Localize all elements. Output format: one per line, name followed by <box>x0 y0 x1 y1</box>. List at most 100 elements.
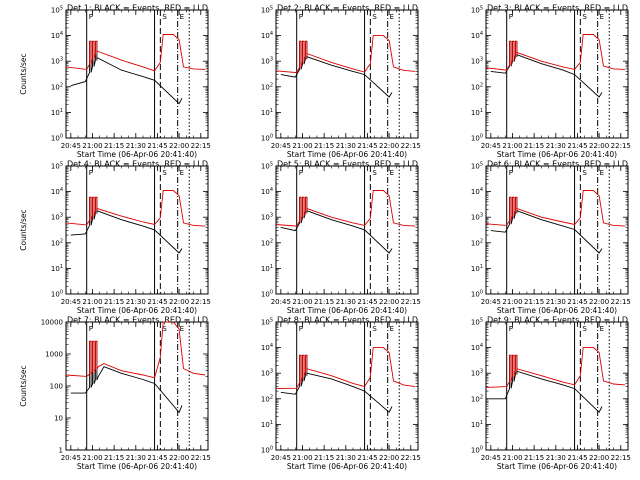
marker-letter: P <box>89 325 93 333</box>
x-tick-label: 22:15 <box>401 142 421 150</box>
marker-letter: S <box>162 169 167 177</box>
marker-letter: S <box>582 325 587 333</box>
marker-letter: E <box>180 13 184 21</box>
detector-chart-3: 100 101 102 103 104 105 20:45 21:00 21:15 21:30 21… <box>471 4 631 160</box>
y-tick-label: 1 <box>59 447 63 455</box>
x-tick-label: 21:30 <box>546 454 566 462</box>
y-tick-label: 10000 <box>41 319 63 327</box>
plot-frame <box>65 321 209 451</box>
x-tick-label: 21:30 <box>546 298 566 306</box>
x-tick-label: 21:15 <box>314 454 334 462</box>
x-tick-label: 21:15 <box>104 454 124 462</box>
events-series-line <box>70 196 183 254</box>
y-tick-label: 100 <box>471 446 483 455</box>
y-tick-label: 102 <box>51 82 63 91</box>
y-tick-label: 104 <box>471 343 483 352</box>
y-tick-label: 1000 <box>45 351 63 359</box>
marker-letter: S <box>372 325 377 333</box>
marker-letter: P <box>509 325 513 333</box>
plot-frame <box>275 9 419 139</box>
y-tick-label: 100 <box>51 290 63 299</box>
y-tick-label: 100 <box>471 134 483 143</box>
x-tick-label: 22:00 <box>169 142 189 150</box>
events-series-line <box>280 354 393 413</box>
y-tick-label: 102 <box>471 82 483 91</box>
x-tick-label: 21:45 <box>147 142 167 150</box>
events-series-line <box>490 196 603 254</box>
lld-series-line <box>275 190 416 227</box>
x-tick-label: 22:00 <box>379 454 399 462</box>
marker-letter: E <box>390 325 394 333</box>
x-tick-label: 22:15 <box>611 142 631 150</box>
events-series-line <box>70 340 183 414</box>
y-tick-label: 105 <box>261 6 273 15</box>
detector-chart-1: 100 101 102 103 104 105 20:45 21:00 21:15 21:30 21… <box>19 4 211 160</box>
x-tick-label: 22:00 <box>379 142 399 150</box>
marker-letter: E <box>390 13 394 21</box>
x-tick-label: 21:00 <box>502 142 522 150</box>
detector-chart-9: 100 101 102 103 104 105 20:45 21:00 21:15 21:30 21… <box>471 316 631 472</box>
y-tick-label: 103 <box>471 369 483 378</box>
x-tick-label: 20:45 <box>61 454 81 462</box>
y-tick-label: 101 <box>51 108 63 117</box>
plot-frame <box>275 165 419 295</box>
marker-letter: E <box>390 169 394 177</box>
y-tick-label: 104 <box>51 187 63 196</box>
marker-letter: E <box>180 169 184 177</box>
y-tick-label: 10 <box>54 415 63 423</box>
y-tick-label: 103 <box>51 57 63 66</box>
x-tick-label: 20:45 <box>481 298 501 306</box>
plot-frame <box>485 165 629 295</box>
x-axis-label: Start Time (06-Apr-06 20:41:40) <box>497 306 617 315</box>
plot-frame <box>65 165 209 295</box>
plot-frame <box>275 321 419 451</box>
x-tick-label: 21:15 <box>314 142 334 150</box>
lld-series-line <box>485 190 626 227</box>
x-tick-label: 22:15 <box>401 298 421 306</box>
y-tick-label: 103 <box>471 57 483 66</box>
x-tick-label: 22:15 <box>191 454 211 462</box>
x-tick-label: 21:15 <box>104 298 124 306</box>
x-tick-label: 21:00 <box>502 454 522 462</box>
x-tick-label: 21:00 <box>292 298 312 306</box>
y-tick-label: 104 <box>51 31 63 40</box>
lld-series-line <box>485 34 626 71</box>
x-tick-label: 21:45 <box>147 454 167 462</box>
x-tick-label: 21:30 <box>126 298 146 306</box>
marker-letter: S <box>162 13 167 21</box>
detector-chart-2: 100 101 102 103 104 105 20:45 21:00 21:15 21:30 21… <box>261 4 421 160</box>
y-tick-label: 104 <box>471 31 483 40</box>
y-axis-label: Counts/sec <box>19 365 28 406</box>
x-tick-label: 21:45 <box>567 454 587 462</box>
marker-letter: P <box>299 325 303 333</box>
y-tick-label: 101 <box>471 264 483 273</box>
x-tick-label: 21:45 <box>357 142 377 150</box>
y-tick-label: 103 <box>471 213 483 222</box>
lld-series-line <box>485 347 626 388</box>
x-tick-label: 21:15 <box>524 454 544 462</box>
marker-letter: P <box>509 13 513 21</box>
marker-letter: E <box>180 325 184 333</box>
x-tick-label: 20:45 <box>271 142 291 150</box>
detector-chart-5: 100 101 102 103 104 105 20:45 21:00 21:15 21:30 21… <box>261 160 421 316</box>
lld-series-line <box>275 35 416 74</box>
chart-title: Det 9: BLACK = Events, RED = LLD <box>487 316 628 325</box>
y-tick-label: 103 <box>261 213 273 222</box>
x-tick-label: 22:00 <box>379 298 399 306</box>
chart-title: Det 4: BLACK = Events, RED = LLD <box>67 160 208 169</box>
x-tick-label: 22:15 <box>611 298 631 306</box>
events-series-line <box>70 40 183 105</box>
detector-chart-7: 1 10 100 1000 10000 20:45 21:00 21:15 21:30 21:45… <box>19 316 211 472</box>
y-tick-label: 102 <box>261 82 273 91</box>
x-tick-label: 21:15 <box>524 298 544 306</box>
x-tick-label: 21:15 <box>104 142 124 150</box>
chart-title: Det 3: BLACK = Events, RED = LLD <box>487 4 628 13</box>
x-axis-label: Start Time (06-Apr-06 20:41:40) <box>287 150 407 159</box>
x-tick-label: 21:15 <box>314 298 334 306</box>
x-tick-label: 22:00 <box>589 142 609 150</box>
y-tick-label: 105 <box>51 162 63 171</box>
marker-letter: S <box>372 13 377 21</box>
plot-frame <box>485 9 629 139</box>
y-tick-label: 100 <box>50 383 63 391</box>
